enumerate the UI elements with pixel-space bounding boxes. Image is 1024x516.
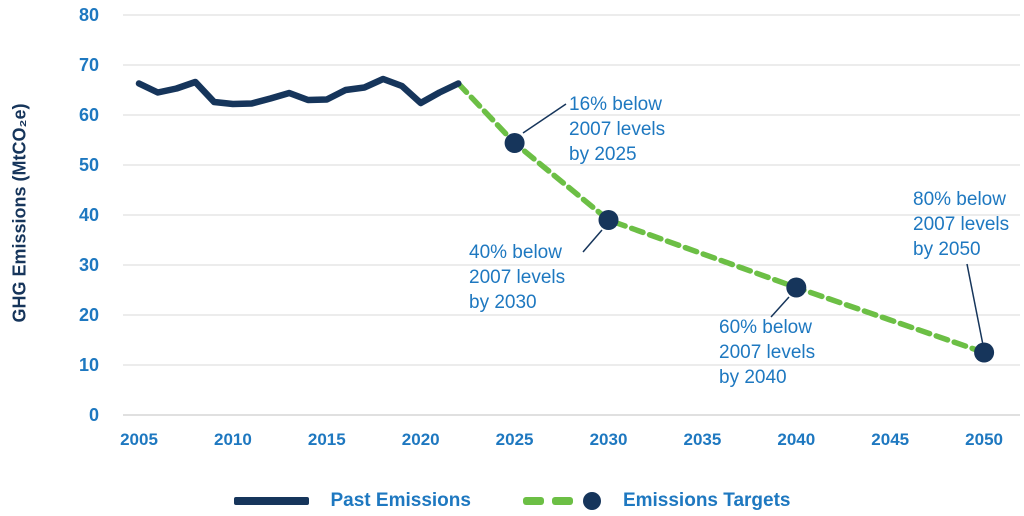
y-axis-title: GHG Emissions (MtCO₂e) (9, 103, 30, 323)
legend-label-past-emissions: Past Emissions (330, 490, 471, 511)
x-tick-label: 2030 (590, 430, 628, 449)
x-tick-label: 2050 (965, 430, 1003, 449)
legend: Past Emissions Emissions Targets (0, 490, 1024, 512)
x-tick-label: 2010 (214, 430, 252, 449)
targets-dash-swatch (551, 497, 573, 505)
y-tick-label: 0 (89, 405, 99, 425)
annotation-leader-line (582, 229, 603, 253)
x-tick-label: 2005 (120, 430, 158, 449)
legend-item-past-emissions: Past Emissions (233, 490, 471, 512)
y-tick-label: 50 (79, 155, 99, 175)
y-tick-label: 80 (79, 5, 99, 25)
annotation-leader-line (522, 103, 567, 134)
past-emissions-line (135, 75, 462, 108)
x-tick-label: 2025 (496, 430, 534, 449)
annotation-text: 80% below 2007 levels by 2050 (913, 189, 1009, 260)
annotation-leader-line (770, 296, 790, 318)
emissions-target-point (504, 133, 525, 153)
targets-dash-swatch (522, 497, 544, 505)
annotation-text: 40% below 2007 levels by 2030 (469, 242, 565, 313)
x-tick-label: 2045 (871, 430, 909, 449)
y-tick-label: 60 (79, 105, 99, 125)
annotation-leader-line (966, 263, 984, 346)
annotation-text: 16% below 2007 levels by 2025 (569, 94, 665, 165)
y-tick-label: 20 (79, 305, 99, 325)
x-tick-label: 2040 (777, 430, 815, 449)
x-tick-label: 2035 (683, 430, 721, 449)
past-emissions-line-swatch (233, 497, 309, 505)
emissions-target-point (786, 277, 807, 298)
emissions-target-point (598, 210, 619, 230)
legend-label-emissions-targets: Emissions Targets (622, 490, 791, 511)
y-tick-label: 30 (79, 255, 99, 275)
y-tick-label: 10 (79, 355, 99, 375)
y-tick-label: 70 (79, 55, 99, 75)
annotation-text: 60% below 2007 levels by 2040 (719, 317, 815, 388)
y-tick-label: 40 (79, 205, 99, 225)
targets-dot-swatch (582, 492, 601, 510)
x-tick-label: 2020 (402, 430, 440, 449)
x-tick-label: 2015 (308, 430, 346, 449)
emissions-target-point (974, 342, 995, 363)
legend-item-emissions-targets: Emissions Targets (522, 490, 791, 512)
